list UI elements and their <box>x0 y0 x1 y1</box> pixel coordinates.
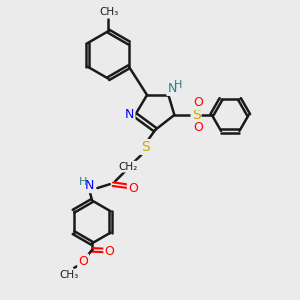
Text: N: N <box>125 108 134 121</box>
Text: H: H <box>79 176 87 187</box>
Text: CH₂: CH₂ <box>118 162 137 172</box>
Text: H: H <box>174 80 182 90</box>
Text: S: S <box>192 108 200 122</box>
Text: O: O <box>78 255 88 268</box>
Text: O: O <box>194 96 203 109</box>
Text: O: O <box>104 245 114 258</box>
Text: O: O <box>194 121 203 134</box>
Text: CH₃: CH₃ <box>59 270 79 280</box>
Text: N: N <box>167 82 177 95</box>
Text: N: N <box>85 179 94 192</box>
Text: S: S <box>141 140 150 154</box>
Text: CH₃: CH₃ <box>99 7 119 17</box>
Text: O: O <box>128 182 138 194</box>
